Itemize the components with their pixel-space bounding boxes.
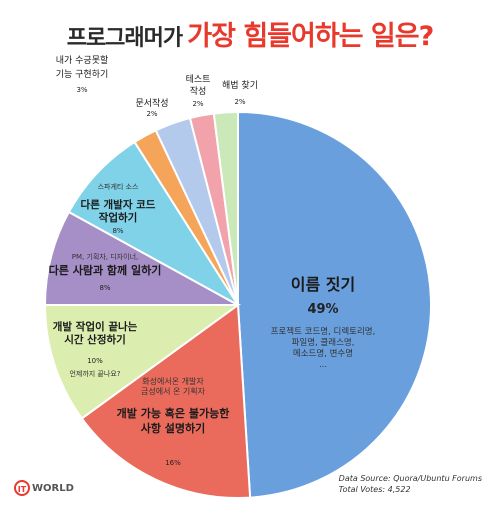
data-source: Data Source: Quora/Ubuntu Forums [338,474,482,483]
slice-label: 사항 설명하기 [141,421,206,435]
slice-detail: PM, 기획자, 디자이너, [72,252,138,261]
slice-value: 3% [76,86,87,94]
logo-text: WORLD [32,482,74,494]
itworld-logo: IT WORLD [14,480,74,496]
slice-detail: ... [319,360,327,370]
slice-value: 10% [87,357,103,365]
slice-label: 다른 개발자 코드 [81,198,156,211]
pie-slice [43,210,239,306]
slice-label: 이름 짓기 [291,275,355,294]
slice-label: 개발 작업이 끝나는 [53,320,138,333]
footer-source: Data Source: Quora/Ubuntu Forums Total V… [339,473,482,495]
slice-label: 작성 [190,86,207,97]
slice-label: 시간 산정하기 [64,333,126,346]
slice-label: 테스트 [186,74,211,85]
slice-label: 작업하기 [99,211,138,224]
pie-slice [80,303,252,499]
pie-slice [43,304,242,420]
slice-label: 문서작성 [135,98,168,109]
slice-value: 2% [192,100,203,108]
slice-value: 16% [165,459,181,467]
slice-label: 개발 가능 혹은 불가능한 [117,406,230,420]
title-prefix: 프로그래머가 [66,26,183,51]
slice-detail: 파일명, 클래스명, [292,337,355,348]
slice-detail: 금성에서 온 기획자 [141,386,206,396]
slice-label: 다른 사람과 함께 일하기 [49,263,162,277]
logo-mark: IT [14,480,30,496]
pie-slice [237,110,432,499]
pie-slice [212,110,239,306]
total-votes: Total Votes: 4,522 [338,485,411,494]
pie-slice [67,140,239,306]
slice-value: 2% [146,110,157,118]
slice-detail: 프로젝트 코드명, 디렉토리명, [271,326,376,337]
slice-value: 49% [307,302,338,317]
slice-label: 해법 찾기 [222,80,258,91]
slice-detail: 화성에서온 개발자 [142,376,204,386]
slice-label: 내가 수긍못할 [56,55,109,66]
slice-value: 8% [112,227,123,235]
slice-value: 2% [234,98,245,106]
title-highlight: 가장 힘들어하는 일은? [187,21,434,52]
slice-label: 기능 구현하기 [56,69,109,80]
slice-detail: 메소드명, 변수명 [293,348,353,359]
slice-detail: 언제까지 끝나요? [69,369,120,378]
chart-title: 프로그래머가 가장 힘들어하는 일은? [0,14,500,53]
slice-detail: 스파게티 소스 [98,182,139,191]
slice-value: 8% [99,284,110,292]
